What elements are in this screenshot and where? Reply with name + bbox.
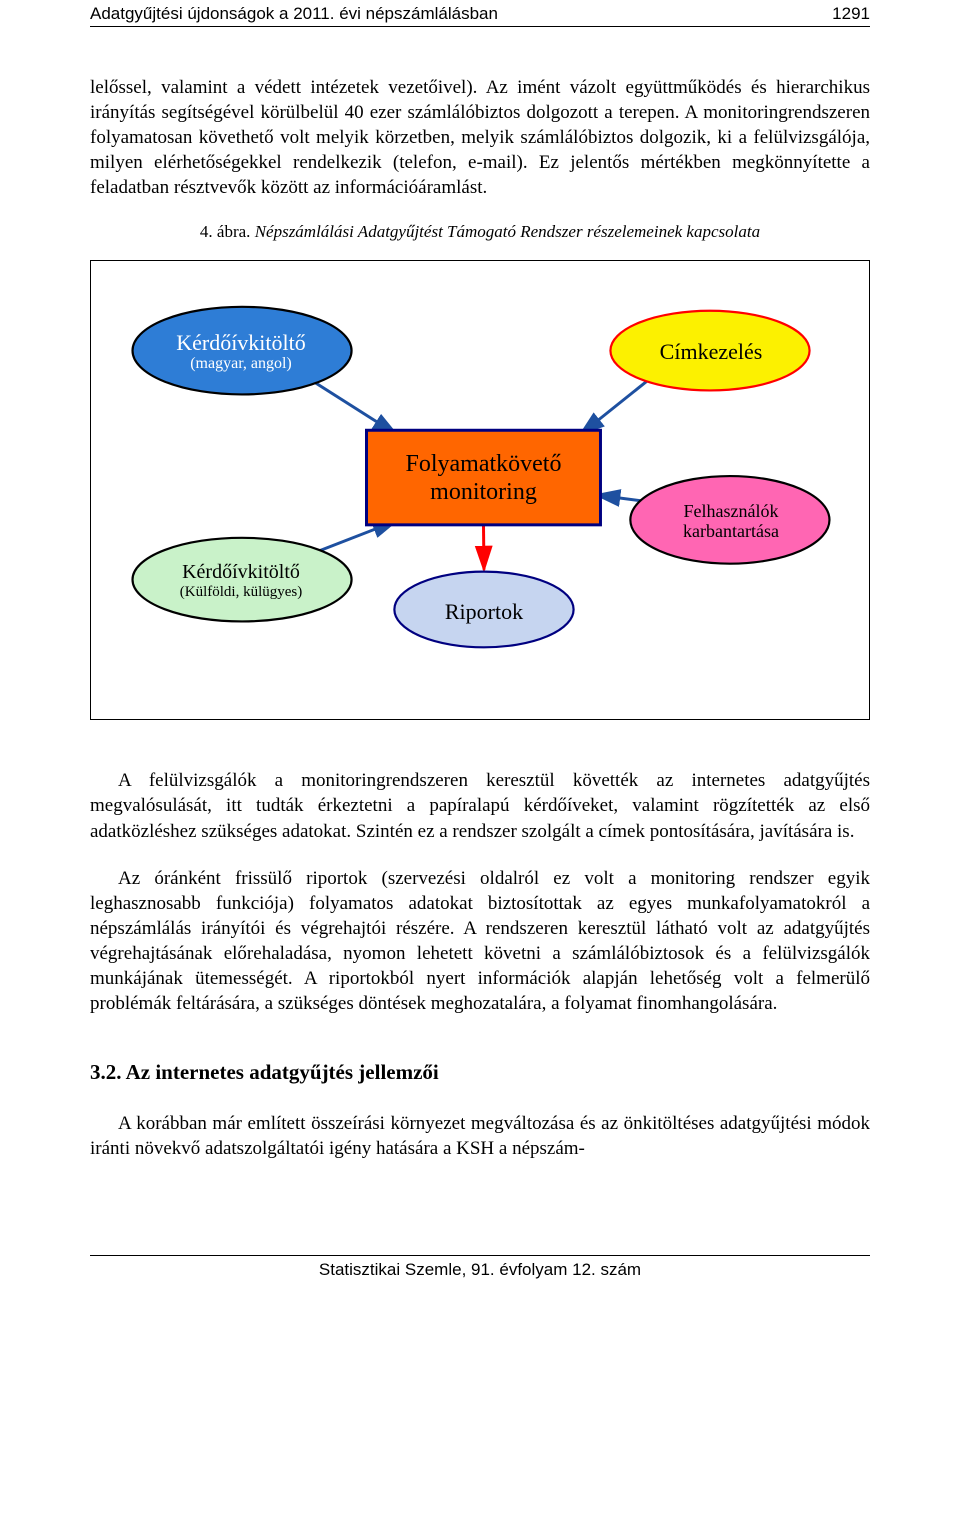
paragraph-3: Az óránként frissülő riportok (szervezés… xyxy=(90,866,870,1016)
paragraph-1: lelőssel, valamint a védett intézetek ve… xyxy=(90,75,870,200)
figure-title: Népszámlálási Adatgyűjtést Támogató Rend… xyxy=(255,222,760,241)
diagram-svg xyxy=(91,261,869,719)
footer-text: Statisztikai Szemle, 91. évfolyam 12. sz… xyxy=(0,1256,960,1296)
figure-number: 4. ábra. xyxy=(200,222,251,241)
figure-caption: 4. ábra. Népszámlálási Adatgyűjtést Támo… xyxy=(90,222,870,242)
running-header: Adatgyűjtési újdonságok a 2011. évi néps… xyxy=(90,0,870,26)
page-number: 1291 xyxy=(832,4,870,24)
diagram-frame: Kérdőívkitöltő(magyar, angol)CímkezelésF… xyxy=(90,260,870,720)
paragraph-2: A felülvizsgálók a monitoringrendszeren … xyxy=(90,768,870,843)
paragraph-4: A korábban már említett összeírási körny… xyxy=(90,1111,870,1161)
header-rule xyxy=(90,26,870,27)
running-title: Adatgyűjtési újdonságok a 2011. évi néps… xyxy=(90,4,498,24)
section-heading: 3.2. Az internetes adatgyűjtés jellemzői xyxy=(90,1060,870,1085)
